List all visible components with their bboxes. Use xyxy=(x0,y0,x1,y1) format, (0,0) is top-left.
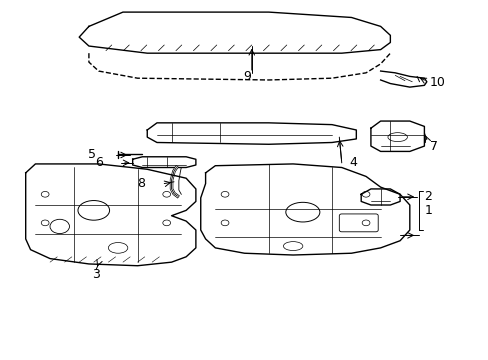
Text: 2: 2 xyxy=(424,190,431,203)
Text: 8: 8 xyxy=(137,177,144,190)
Text: 9: 9 xyxy=(243,70,250,83)
Text: 7: 7 xyxy=(429,140,437,153)
Text: 10: 10 xyxy=(428,76,444,89)
Text: 1: 1 xyxy=(424,204,431,217)
Text: 3: 3 xyxy=(92,268,100,281)
Text: 4: 4 xyxy=(348,156,356,169)
Text: 5: 5 xyxy=(88,148,96,162)
Text: 6: 6 xyxy=(95,156,102,169)
